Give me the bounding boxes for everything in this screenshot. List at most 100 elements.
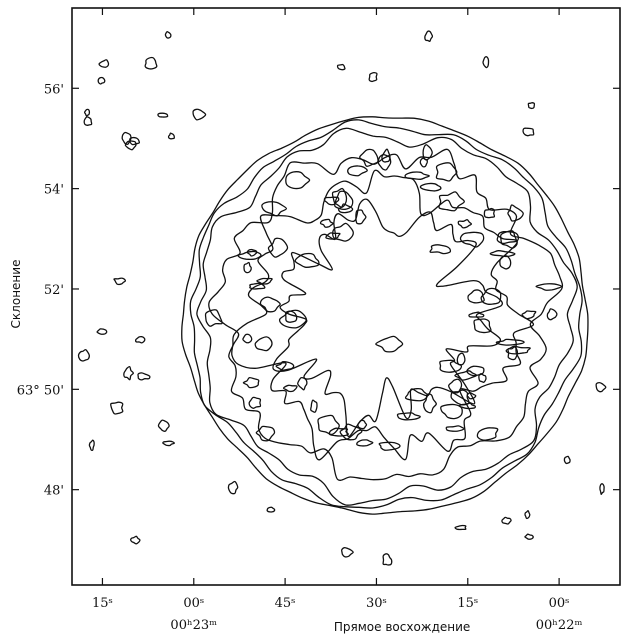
ring-blob: [478, 372, 487, 383]
ring-blob: [505, 345, 531, 355]
noise-blob: [135, 336, 146, 344]
ring-blob: [423, 393, 437, 414]
ring-blob: [489, 250, 516, 258]
ring-blob: [468, 311, 485, 318]
ring-blob: [317, 414, 340, 436]
ring-blob: [404, 387, 428, 402]
ring-blob: [499, 255, 512, 270]
ring-blob: [297, 376, 308, 391]
ring-blob: [261, 201, 288, 217]
x-tick-label: 15ˢ: [92, 596, 113, 611]
contour-lines: [181, 116, 589, 515]
x-tick-label: 00ˢ: [183, 596, 204, 611]
ring-blob: [237, 250, 262, 261]
noise-blob: [137, 372, 151, 381]
noise-blob: [113, 277, 126, 286]
noise-blob: [130, 535, 141, 545]
ring-blob: [243, 261, 252, 274]
noise-blob: [77, 348, 90, 362]
ring-blob: [419, 182, 442, 192]
ring-blob: [438, 191, 465, 212]
ring-blob: [242, 333, 253, 344]
ring-blob: [285, 171, 311, 190]
ring-blob: [356, 439, 374, 447]
ring-blob: [275, 361, 295, 371]
contour-level-outer: [181, 116, 589, 515]
x-tick-label: 45ˢ: [275, 596, 296, 611]
ring-blob: [439, 359, 463, 373]
x-tick-label: 30ˢ: [366, 596, 387, 611]
ring-blob: [535, 283, 563, 291]
noise-blob: [595, 381, 607, 393]
ring-blob: [278, 309, 308, 329]
noise-blob: [157, 419, 170, 432]
noise-blob: [96, 328, 108, 335]
y-tick-label: 54': [44, 183, 64, 198]
ring-blob: [359, 148, 379, 167]
ring-blob: [381, 148, 391, 163]
noise-blob: [121, 131, 132, 145]
noise-blob: [340, 546, 354, 558]
ring-blob: [256, 277, 273, 285]
ring-blob: [466, 392, 477, 400]
noise-blob: [110, 401, 124, 415]
noise-blob: [563, 455, 571, 465]
axis-ticks: 15ˢ 00ˢ 45ˢ 30ˢ 15ˢ 00ˢ 00ʰ23ᵐ 00ʰ22ᵐ 56' 54' 52' 6…: [17, 8, 620, 633]
y-axis-title: Склонение: [9, 260, 23, 329]
ring-blob: [450, 389, 470, 406]
ring-blob: [457, 219, 473, 229]
ring-blob: [339, 423, 363, 441]
ring-blob: [422, 144, 433, 161]
ring-blob: [254, 336, 273, 352]
ring-blob: [499, 230, 518, 249]
noise-blob: [527, 102, 536, 110]
ring-blob: [204, 309, 223, 327]
y-tick-label: 56': [44, 82, 64, 97]
noise-blob: [599, 483, 605, 496]
ring-blob: [325, 232, 341, 240]
ring-blob: [396, 412, 421, 421]
x-tick-label: 15ˢ: [457, 596, 478, 611]
ring-blob: [456, 352, 466, 366]
noise-blob: [482, 56, 490, 69]
ring-blob: [249, 282, 266, 290]
contour-level-level2: [189, 119, 583, 509]
ring-blob: [440, 403, 463, 420]
contour-level-level3: [196, 127, 578, 506]
ring-blob: [319, 218, 334, 228]
ring-blob: [242, 376, 260, 389]
ring-blob: [495, 338, 525, 346]
noise-blob: [98, 59, 110, 68]
ring-blob: [328, 427, 349, 437]
noise-blob: [266, 506, 276, 513]
ring-blob: [267, 237, 289, 258]
x-hour-label: 00ʰ23ᵐ: [170, 618, 217, 633]
ring-blob: [259, 296, 281, 313]
ring-blob: [246, 248, 258, 257]
ring-blob: [357, 419, 368, 430]
ring-blob: [476, 427, 499, 441]
ring-blob: [310, 399, 318, 413]
plot-border: [71, 7, 621, 586]
x-tick-label: 00ˢ: [549, 596, 570, 611]
ring-blob: [282, 384, 298, 393]
noise-blob: [424, 30, 434, 43]
ring-blob: [435, 162, 458, 182]
ring-blob: [521, 310, 537, 320]
ring-blob: [404, 171, 430, 180]
ring-blob: [337, 203, 354, 214]
noise-blob: [167, 132, 176, 140]
noise-blob: [192, 108, 207, 121]
noise-blob: [227, 480, 239, 495]
ring-blob: [445, 425, 465, 432]
ring-blob: [377, 153, 392, 171]
noise-blob: [382, 553, 393, 566]
ring-blob: [355, 209, 367, 225]
x-axis-title: Прямое восхождение: [334, 620, 470, 634]
ring-blob: [284, 310, 298, 323]
noise-blob: [157, 112, 169, 118]
ring-blob: [331, 187, 348, 208]
contour-level-level5: [231, 169, 535, 461]
ring-blob: [248, 396, 262, 409]
